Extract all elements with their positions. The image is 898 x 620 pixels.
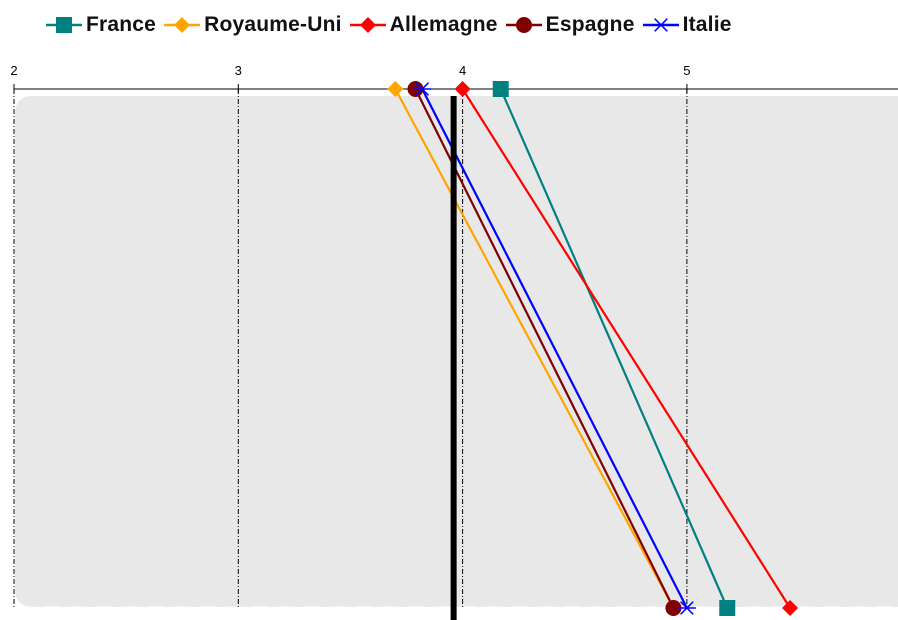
marker-allemagne-bottom <box>782 600 799 616</box>
marker-italie-top <box>413 82 432 96</box>
legend-label-allemagne: Allemagne <box>389 13 498 36</box>
x-tick-label-4: 4 <box>459 63 466 78</box>
marker-espagne-bottom <box>665 600 682 616</box>
series-line-espagne <box>414 88 675 609</box>
legend-swatch-allemagne <box>349 17 386 33</box>
marker-italie-bottom <box>677 601 696 615</box>
marker-france-bottom <box>719 600 736 616</box>
series-line-royaume-uni <box>394 88 675 609</box>
legend-item-allemagne: Allemagne <box>349 13 498 37</box>
legend-marker-france <box>56 17 72 33</box>
legend-label-royaume-uni: Royaume-Uni <box>204 13 342 36</box>
marker-france-top <box>492 81 509 97</box>
legend-marker-allemagne <box>359 17 376 33</box>
series-layer <box>394 88 792 609</box>
legend-swatch-royaume-uni <box>164 17 201 33</box>
legend-swatch-france <box>46 17 82 33</box>
legend: France Royaume-Uni Allemagne Espagne Italie <box>46 8 732 42</box>
legend-swatch-espagne <box>505 17 542 33</box>
legend-label-italie: Italie <box>682 13 732 36</box>
x-tick-label-5: 5 <box>683 63 690 78</box>
x-tick-label-2: 2 <box>10 63 17 78</box>
legend-item-royaume-uni: Royaume-Uni <box>164 13 342 37</box>
legend-marker-italie <box>651 18 670 32</box>
gridlines <box>13 89 688 607</box>
legend-item-espagne: Espagne <box>505 13 635 37</box>
x-tick-label-3: 3 <box>235 63 242 78</box>
x-axis: 2 3 4 5 <box>10 63 898 93</box>
legend-label-france: France <box>86 13 157 36</box>
legend-marker-espagne <box>515 17 532 33</box>
marker-royaume-uni-top <box>387 81 404 97</box>
series-line-allemagne <box>461 88 792 609</box>
legend-marker-royaume-uni <box>174 17 191 33</box>
marker-allemagne-top <box>454 81 471 97</box>
series-line-italie <box>421 88 688 609</box>
legend-swatch-italie <box>642 18 679 32</box>
markers-layer <box>387 81 799 616</box>
series-line-france <box>499 88 729 609</box>
legend-label-espagne: Espagne <box>545 13 635 36</box>
legend-item-france: France <box>46 13 156 37</box>
legend-item-italie: Italie <box>642 13 732 37</box>
